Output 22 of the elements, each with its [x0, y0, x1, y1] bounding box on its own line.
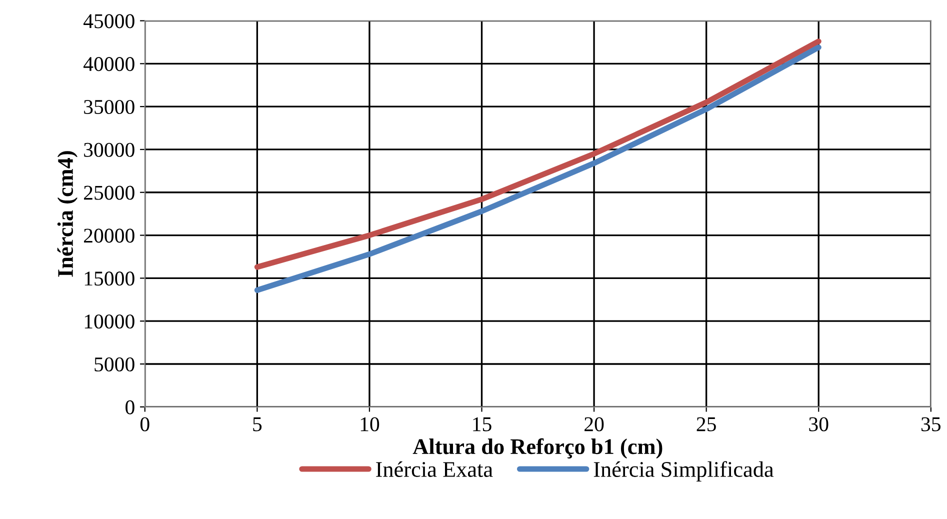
- y-tick-label: 35000: [84, 100, 134, 114]
- y-tick-label: 15000: [84, 272, 134, 286]
- x-tick-label: 0: [140, 417, 150, 432]
- x-tick-label: 30: [809, 417, 828, 432]
- y-axis-title: Inércia (cm4): [57, 151, 78, 277]
- y-tick-label: 5000: [94, 357, 134, 372]
- y-tick-label: 40000: [83, 57, 134, 72]
- x-axis-title: Altura do Reforço b1 (cm): [412, 438, 662, 459]
- x-tick-label: 35: [921, 417, 941, 432]
- y-tick-label: 10000: [84, 314, 134, 329]
- y-tick-label: 30000: [84, 142, 134, 157]
- y-tick-label: 0: [126, 400, 134, 414]
- x-tick-label: 20: [584, 417, 604, 432]
- x-tick-label: 10: [360, 417, 380, 432]
- x-tick-label: 15: [473, 417, 492, 432]
- legend-label: Inércia Simplificada: [594, 461, 774, 482]
- legend-label: Inércia Exata: [376, 461, 493, 477]
- x-tick-label: 5: [253, 417, 262, 432]
- y-tick-label: 45000: [83, 14, 134, 28]
- x-tick-label: 25: [696, 417, 716, 432]
- y-tick-label: 20000: [84, 228, 134, 243]
- y-tick-label: 25000: [84, 186, 134, 200]
